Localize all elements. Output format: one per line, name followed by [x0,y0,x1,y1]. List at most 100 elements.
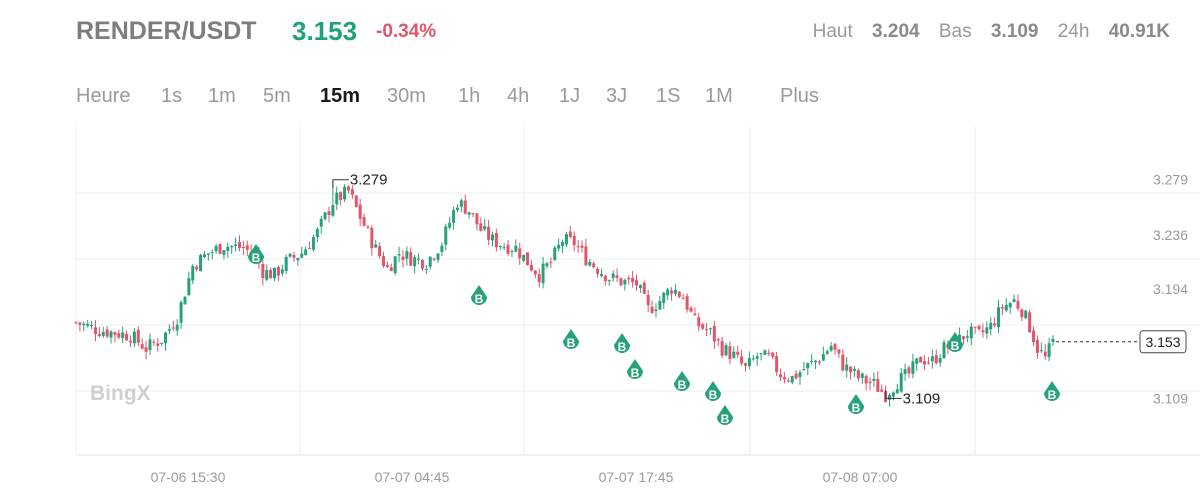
candle [471,212,475,218]
candle-body [1043,351,1047,357]
interval-tab-3d[interactable]: 3J [606,85,628,107]
candle [1043,344,1047,360]
candle-body [561,241,565,247]
candle-body [627,277,631,280]
candle [195,264,199,272]
high-marker-label: 3.279 [350,172,388,189]
candle-body [1035,339,1039,353]
x-tick-label: 07-06 15:30 [151,469,226,485]
candle [308,241,312,250]
candle-body [148,339,152,350]
candle-body [463,200,467,214]
interval-tab-time[interactable]: Heure [76,85,131,107]
candle-body [557,244,561,249]
candle [444,223,448,251]
candle-body [631,278,635,283]
candle [977,324,981,331]
candle [720,336,724,359]
volume-label: 24h [1057,21,1090,42]
candle [125,330,129,342]
candle-body [183,296,187,305]
candle [938,353,942,367]
candle-body [199,255,203,272]
candle-body [144,347,148,352]
candle [452,206,456,230]
pair-name[interactable]: RENDER/USDT [76,17,257,45]
candle-body [705,329,709,331]
candle-body [455,207,459,211]
candle-body [292,255,296,258]
candle [810,353,814,365]
candle-body [125,333,129,341]
candle [553,245,557,262]
candle-body [319,218,323,227]
candle-body [926,362,930,364]
candle-body [930,356,934,362]
candle-body [382,256,386,267]
candle-body [919,356,923,363]
candle-body [934,355,938,364]
interval-tab-1w[interactable]: 1S [656,85,681,107]
candle [455,204,459,212]
candle [942,339,946,359]
candle [448,216,452,230]
candle-body [109,331,113,338]
candle-body [417,258,421,260]
candle-body [860,373,864,378]
candle-body [611,273,615,278]
candle-body [331,205,335,216]
candle-body [448,222,452,228]
candle-body [989,322,993,330]
candle-body [315,228,319,238]
candle-body [230,245,234,248]
last-price-box [1139,330,1187,354]
candle-body [113,332,117,336]
candle [428,256,432,270]
interval-tab-30m[interactable]: 30m [387,85,426,107]
candle-body [841,354,845,371]
candle [899,367,903,394]
candle [1028,309,1032,333]
interval-tab-1m[interactable]: 1m [208,85,236,107]
candle-body [487,226,491,240]
candle-body [1012,299,1016,302]
candle [1051,335,1055,346]
candle-body [825,351,829,354]
candle [926,356,930,365]
candle-body [467,212,471,215]
candle [463,194,467,215]
candle [479,217,483,232]
candle-body [156,343,160,346]
candle [561,239,565,254]
candle-body [378,246,382,257]
candle-body [1051,338,1055,342]
candle [985,321,989,339]
candle-body [732,351,736,358]
interval-tab-1h[interactable]: 1h [458,85,481,107]
candle [814,359,818,370]
interval-tab-more[interactable]: Plus [780,85,819,107]
candle-body [965,336,969,338]
candle [973,326,977,334]
candle-body [997,307,1001,328]
candle [701,322,705,331]
candle [771,351,775,360]
interval-tab-1d[interactable]: 1J [559,85,581,107]
interval-tab-1mo[interactable]: 1M [705,85,733,107]
interval-tab-15m[interactable]: 15m [320,85,361,107]
buy-marker-bubble [563,329,579,349]
candle-body [195,266,199,270]
interval-tab-1s[interactable]: 1s [161,85,183,107]
candle [981,323,985,338]
candle-body [339,192,343,200]
candle-body [895,389,899,394]
candle-body [888,395,892,400]
candle [1039,342,1043,354]
candle [806,362,810,376]
interval-tab-4h[interactable]: 4h [507,85,530,107]
candle-body [537,274,541,283]
candle [997,300,1001,334]
interval-tab-5m[interactable]: 5m [263,85,291,107]
candle-body [343,186,347,200]
